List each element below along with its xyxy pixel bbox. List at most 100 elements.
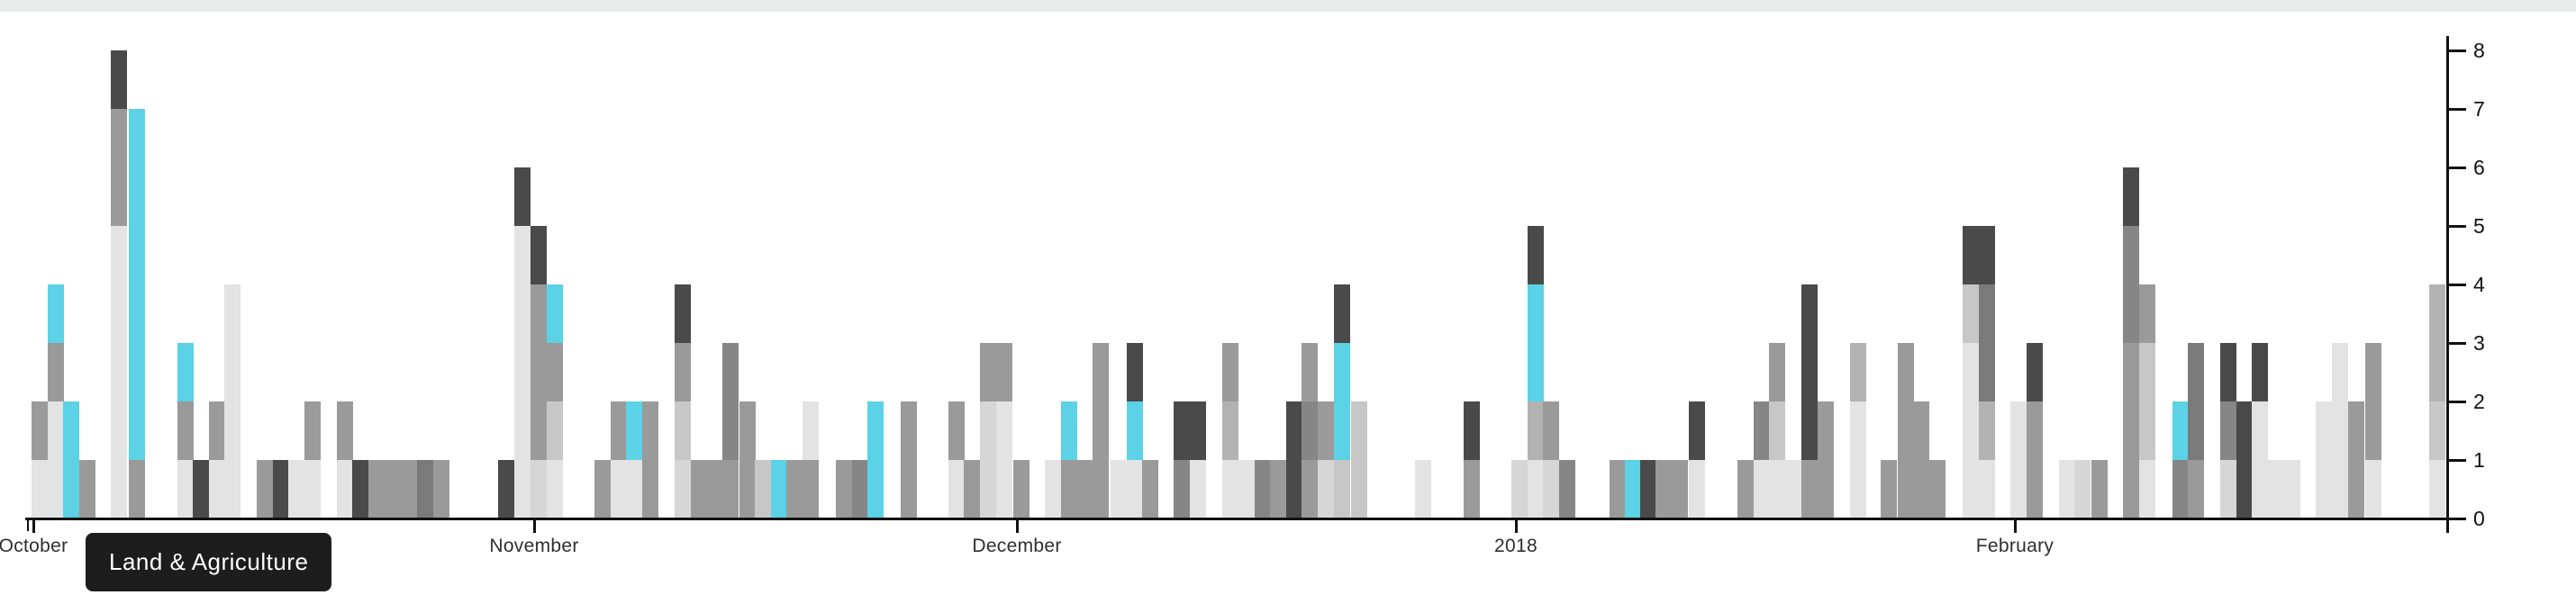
bar-segment-light3[interactable] (1351, 401, 1367, 518)
bar-segment-light[interactable] (1190, 460, 1206, 518)
bar-segment-gray[interactable] (1737, 460, 1754, 518)
bar-segment-light[interactable] (1963, 343, 1979, 518)
bar-segment-dark[interactable] (2252, 343, 2268, 401)
stacked-bar[interactable] (193, 460, 209, 518)
stacked-bar[interactable] (948, 401, 965, 518)
bar-segment-gray[interactable] (948, 401, 965, 460)
bar-segment-gray[interactable] (368, 460, 385, 518)
stacked-bar[interactable] (368, 460, 385, 518)
bar-segment-gray[interactable] (2139, 284, 2155, 343)
bar-segment-dark[interactable] (1689, 401, 1705, 460)
bar-segment-gray[interactable] (739, 401, 756, 518)
bar-segment-gray[interactable] (722, 460, 739, 518)
stacked-bar[interactable] (2348, 401, 2364, 518)
bar-segment-light[interactable] (304, 460, 321, 518)
stacked-bar[interactable] (1818, 401, 1834, 518)
bar-segment-light[interactable] (1111, 460, 1127, 518)
bar-segment-cyan[interactable] (2172, 401, 2189, 460)
stacked-bar[interactable] (63, 401, 79, 518)
stacked-bar[interactable] (2284, 460, 2300, 518)
bar-segment-gray[interactable] (1302, 343, 1318, 401)
stacked-bar[interactable] (1610, 460, 1626, 518)
bar-segment-dark[interactable] (1334, 284, 1350, 343)
stacked-bar[interactable] (675, 284, 691, 518)
stacked-bar[interactable] (32, 401, 48, 518)
stacked-bar[interactable] (1318, 401, 1334, 518)
bar-segment-light2[interactable] (2074, 460, 2091, 518)
stacked-bar[interactable] (2091, 460, 2108, 518)
bar-segment-gray[interactable] (129, 460, 145, 518)
bar-segment-gray[interactable] (337, 401, 353, 460)
bar-segment-cyan[interactable] (626, 401, 642, 460)
stacked-bar[interactable] (1898, 343, 1914, 518)
stacked-bar[interactable] (594, 460, 611, 518)
bar-segment-gray[interactable] (980, 343, 996, 401)
stacked-bar[interactable] (1979, 226, 1995, 518)
stacked-bar[interactable] (996, 343, 1012, 518)
stacked-bar[interactable] (1270, 460, 1286, 518)
stacked-bar[interactable] (1963, 226, 1979, 518)
stacked-bar[interactable] (385, 460, 401, 518)
stacked-bar[interactable] (2059, 460, 2075, 518)
bar-segment-dark[interactable] (1127, 343, 1143, 401)
stacked-bar[interactable] (401, 460, 417, 518)
stacked-bar[interactable] (2074, 460, 2091, 518)
bar-segment-light[interactable] (2332, 343, 2348, 518)
bar-segment-grayB[interactable] (1528, 401, 1544, 460)
stacked-bar[interactable] (337, 401, 353, 518)
stacked-bar[interactable] (111, 50, 127, 518)
bar-segment-light[interactable] (1754, 460, 1770, 518)
stacked-bar[interactable] (1801, 284, 1818, 518)
bar-segment-gray[interactable] (1881, 460, 1897, 518)
bar-segment-light3[interactable] (675, 401, 691, 460)
bar-segment-dark[interactable] (1979, 226, 1995, 284)
stacked-bar[interactable] (209, 401, 225, 518)
bar-segment-cyan[interactable] (48, 284, 64, 343)
bar-segment-dark[interactable] (2123, 167, 2139, 226)
stacked-bar[interactable] (304, 401, 321, 518)
bar-segment-gray[interactable] (48, 343, 64, 401)
bar-segment-gray[interactable] (1270, 460, 1286, 518)
bar-segment-light[interactable] (1127, 460, 1143, 518)
bar-segment-dark[interactable] (1190, 401, 1206, 460)
stacked-bar[interactable] (2236, 401, 2253, 518)
bar-segment-dark[interactable] (1174, 401, 1190, 460)
bar-segment-gray[interactable] (691, 460, 707, 518)
stacked-bar[interactable] (514, 167, 531, 518)
stacked-bar[interactable] (1769, 343, 1785, 518)
stacked-bar[interactable] (1238, 460, 1255, 518)
stacked-bar[interactable] (706, 460, 722, 518)
bar-segment-light[interactable] (1769, 460, 1785, 518)
stacked-bar[interactable] (1625, 460, 1641, 518)
bar-segment-light[interactable] (337, 460, 353, 518)
stacked-bar[interactable] (1302, 343, 1318, 518)
stacked-bar[interactable] (626, 401, 642, 518)
bar-segment-light2[interactable] (675, 460, 691, 518)
bar-segment-gray[interactable] (1222, 343, 1238, 401)
bar-segment-light2[interactable] (531, 460, 547, 518)
stacked-bar[interactable] (433, 460, 449, 518)
bar-segment-gray8[interactable] (1559, 460, 1575, 518)
stacked-bar[interactable] (611, 401, 627, 518)
bar-segment-dark[interactable] (1801, 284, 1818, 460)
stacked-bar[interactable] (1672, 460, 1688, 518)
stacked-bar[interactable] (867, 401, 884, 518)
stacked-bar[interactable] (2332, 343, 2348, 518)
stacked-bar[interactable] (1737, 460, 1754, 518)
bar-segment-light[interactable] (2284, 460, 2300, 518)
bar-segment-gray[interactable] (964, 460, 980, 518)
bar-segment-gray[interactable] (1142, 460, 1158, 518)
bar-segment-gray[interactable] (1302, 460, 1318, 518)
bar-segment-cyan[interactable] (1127, 401, 1143, 460)
bar-segment-gray[interactable] (1672, 460, 1688, 518)
bar-segment-gray[interactable] (385, 460, 401, 518)
stacked-bar[interactable] (531, 226, 547, 518)
bar-segment-light[interactable] (111, 226, 127, 518)
bar-segment-light[interactable] (2268, 460, 2284, 518)
stacked-bar[interactable] (1111, 460, 1127, 518)
bar-segment-light[interactable] (996, 401, 1012, 518)
bar-segment-gray[interactable] (803, 460, 819, 518)
bar-segment-gray[interactable] (257, 460, 273, 518)
bar-segment-light[interactable] (1689, 460, 1705, 518)
stacked-bar[interactable] (1351, 401, 1367, 518)
